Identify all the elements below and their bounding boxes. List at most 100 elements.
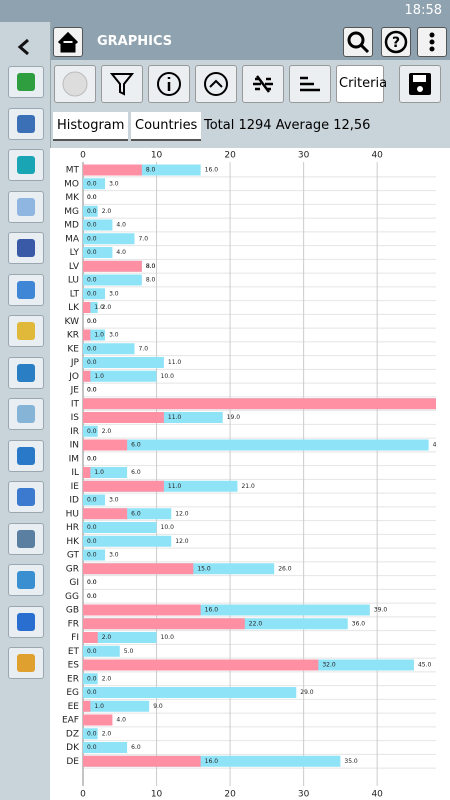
y-tick-label: EE bbox=[68, 702, 80, 712]
bar bbox=[83, 700, 150, 712]
value-label: 1.0 bbox=[94, 332, 104, 339]
info-button[interactable] bbox=[148, 65, 190, 103]
icon bbox=[17, 114, 35, 133]
sidebar-button[interactable] bbox=[8, 439, 44, 472]
value-label: 0.0 bbox=[87, 222, 97, 229]
bar bbox=[83, 659, 319, 671]
value-label: 15.0 bbox=[197, 565, 211, 572]
value-label: 11.0 bbox=[168, 359, 182, 366]
sidebar-button[interactable] bbox=[8, 232, 44, 264]
x-tick-label: 0 bbox=[80, 790, 86, 800]
y-tick-label: ET bbox=[68, 647, 80, 657]
value-label: 0.0 bbox=[87, 387, 97, 394]
save-button[interactable] bbox=[399, 65, 441, 103]
collapse-button[interactable] bbox=[195, 65, 237, 103]
bar bbox=[83, 742, 128, 753]
y-tick-label: DZ bbox=[66, 729, 79, 739]
y-tick-label: DE bbox=[66, 757, 79, 767]
menu-button[interactable] bbox=[417, 27, 447, 57]
filter-button[interactable] bbox=[101, 65, 143, 103]
y-tick-label: IN bbox=[70, 441, 79, 451]
y-tick-label: IR bbox=[70, 427, 79, 437]
value-label: 11.0 bbox=[168, 483, 182, 490]
y-tick-label: MO bbox=[64, 179, 79, 189]
chart: 0 0 10 10 20 20 30 30 40 40 16.0 8.0 3.0 0.0 0.0 0.0 2.0… bbox=[50, 148, 450, 800]
sidebar bbox=[0, 22, 51, 800]
header: GRAPHICS ? bbox=[51, 22, 450, 60]
x-tick-label: 40 bbox=[371, 151, 383, 161]
value-label: 10.0 bbox=[161, 634, 175, 641]
y-tick-label: IT bbox=[71, 399, 80, 409]
chart-type-label: Histogram bbox=[57, 118, 125, 133]
bar bbox=[83, 343, 135, 355]
help-button[interactable]: ? bbox=[381, 27, 411, 57]
y-tick-label: LT bbox=[70, 289, 80, 299]
value-label: 1.0 bbox=[94, 703, 104, 710]
y-tick-label: KW bbox=[65, 317, 80, 327]
sidebar-button[interactable] bbox=[8, 149, 44, 181]
sidebar-button[interactable] bbox=[8, 605, 44, 638]
group-dropdown[interactable]: Countries bbox=[131, 112, 202, 141]
bar bbox=[83, 329, 91, 341]
sidebar-button[interactable] bbox=[8, 66, 44, 98]
search-button[interactable] bbox=[343, 27, 373, 57]
value-label: 6.0 bbox=[131, 510, 141, 517]
bar bbox=[83, 700, 91, 712]
sidebar-button[interactable] bbox=[8, 315, 44, 347]
x-tick-label: 10 bbox=[151, 151, 163, 161]
y-tick-label: FI bbox=[71, 633, 79, 643]
value-label: 0.0 bbox=[87, 593, 97, 600]
sidebar-button[interactable] bbox=[8, 522, 44, 555]
sidebar-button[interactable] bbox=[8, 481, 44, 513]
sidebar-button[interactable] bbox=[8, 273, 44, 306]
link-button[interactable] bbox=[242, 65, 284, 103]
bar bbox=[83, 178, 106, 190]
bar bbox=[83, 563, 194, 575]
sidebar-button[interactable] bbox=[8, 398, 44, 430]
y-tick-label: IE bbox=[71, 482, 80, 492]
icon bbox=[17, 73, 35, 91]
y-tick-label: JO bbox=[68, 372, 79, 382]
bar bbox=[83, 370, 157, 382]
icon bbox=[17, 488, 35, 506]
sort-button[interactable] bbox=[289, 65, 331, 103]
value-label: 9.0 bbox=[153, 703, 163, 710]
value-label: 26.0 bbox=[278, 565, 292, 572]
back-button[interactable] bbox=[16, 38, 32, 56]
sidebar-button[interactable] bbox=[8, 647, 44, 679]
bar bbox=[83, 425, 98, 437]
value-label: 22.0 bbox=[249, 620, 263, 627]
value-label: 0.0 bbox=[87, 235, 97, 242]
home-button[interactable] bbox=[53, 27, 83, 57]
value-label: 0.0 bbox=[87, 689, 97, 696]
value-label: 39.0 bbox=[374, 607, 388, 614]
x-tick-label: 0 bbox=[80, 151, 86, 161]
sidebar-button[interactable] bbox=[8, 356, 44, 389]
chart-type-dropdown[interactable]: Histogram bbox=[53, 112, 129, 141]
sidebar-button[interactable] bbox=[8, 190, 44, 223]
value-label: 1.0 bbox=[94, 304, 104, 311]
bar bbox=[83, 357, 164, 368]
criteria-dropdown[interactable]: Criteria bbox=[336, 65, 387, 103]
value-label: 4.0 bbox=[116, 717, 126, 724]
toggle-button[interactable] bbox=[54, 65, 96, 103]
y-tick-label: IM bbox=[69, 454, 79, 464]
value-label: 16.0 bbox=[205, 607, 219, 614]
y-tick-label: EAF bbox=[62, 716, 79, 726]
toolbar: Criteria bbox=[51, 60, 450, 108]
bar bbox=[83, 618, 245, 630]
y-tick-label: MT bbox=[66, 166, 80, 176]
sidebar-button[interactable] bbox=[8, 564, 44, 596]
bar bbox=[83, 673, 98, 685]
icon bbox=[17, 156, 35, 174]
value-label: 0.0 bbox=[87, 455, 97, 462]
bar bbox=[83, 233, 135, 245]
sidebar-button[interactable] bbox=[8, 107, 44, 140]
bar bbox=[83, 480, 164, 492]
bar bbox=[83, 508, 128, 520]
group-label: Countries bbox=[135, 118, 198, 133]
icon bbox=[17, 322, 35, 340]
icon bbox=[17, 529, 35, 548]
value-label: 0.0 bbox=[87, 744, 97, 751]
